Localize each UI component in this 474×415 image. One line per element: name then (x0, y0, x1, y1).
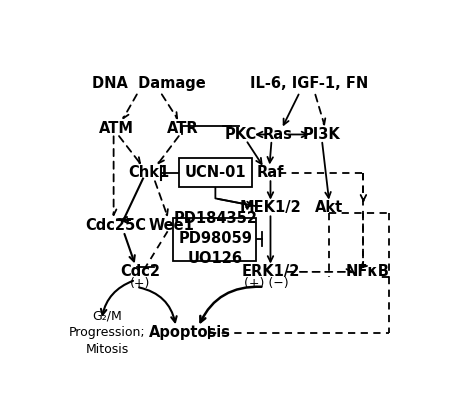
Text: G₂/M
Progression;
Mitosis: G₂/M Progression; Mitosis (69, 309, 146, 356)
Text: Apoptosis: Apoptosis (149, 325, 231, 340)
Text: PI3K: PI3K (303, 127, 341, 142)
Text: Akt: Akt (315, 200, 343, 215)
Text: UCN-01: UCN-01 (184, 165, 246, 181)
Text: Ras: Ras (263, 127, 293, 142)
Text: PKC: PKC (225, 127, 257, 142)
FancyBboxPatch shape (173, 217, 256, 261)
Text: DNA  Damage: DNA Damage (92, 76, 206, 91)
Text: ERK1/2: ERK1/2 (241, 264, 300, 279)
Text: Cdc2: Cdc2 (120, 264, 160, 279)
Text: (+) (−): (+) (−) (245, 277, 289, 290)
Text: Cdc25C: Cdc25C (86, 218, 146, 233)
Text: Raf: Raf (257, 165, 284, 181)
Text: ATR: ATR (166, 121, 198, 136)
Text: MEK1/2: MEK1/2 (239, 200, 301, 215)
Text: IL-6, IGF-1, FN: IL-6, IGF-1, FN (250, 76, 368, 91)
Text: NFκB: NFκB (346, 264, 390, 279)
Text: PD184352
PD98059
UO126: PD184352 PD98059 UO126 (173, 211, 257, 266)
Text: Chk1: Chk1 (128, 165, 170, 181)
Text: ATM: ATM (99, 121, 134, 136)
FancyBboxPatch shape (179, 159, 252, 187)
Text: Wee1: Wee1 (148, 218, 194, 233)
Text: (+): (+) (130, 277, 150, 290)
